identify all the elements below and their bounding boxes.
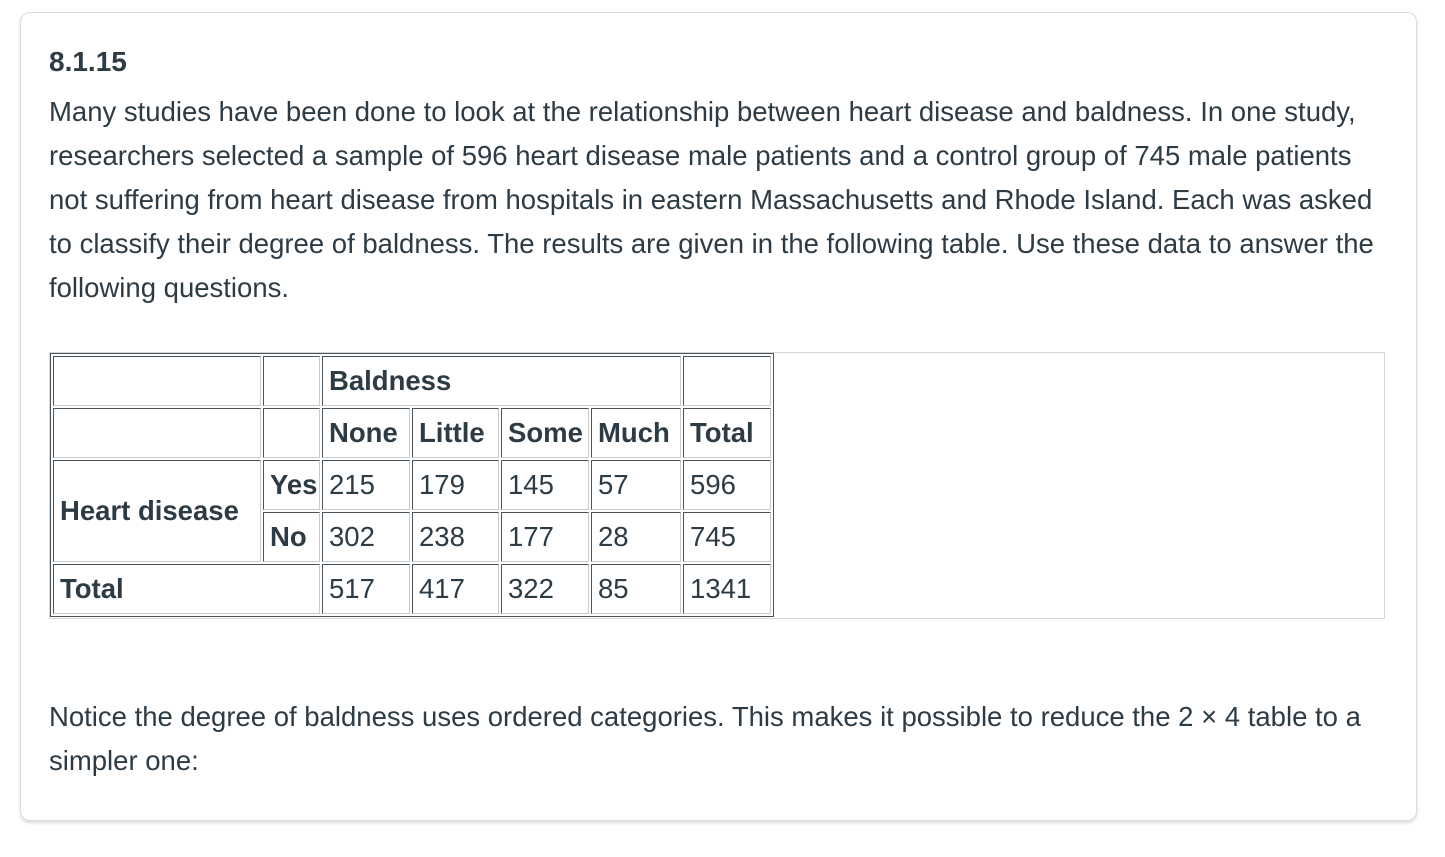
cell-total-some: 322 [501,564,589,614]
cell-yes-little: 179 [412,460,499,510]
problem-id: 8.1.15 [49,46,127,77]
column-header-little: Little [412,408,499,458]
empty-cell [263,408,320,458]
cell-total-grand: 1341 [683,564,772,614]
cell-no-much: 28 [591,512,682,562]
empty-cell [263,356,320,406]
column-header-some: Some [501,408,589,458]
total-row-label: Total [53,564,320,614]
table-row-no: No 302 238 177 28 745 [53,512,772,562]
row-label-no: No [263,512,320,562]
cell-no-none: 302 [322,512,410,562]
cell-yes-total: 596 [683,460,772,510]
cell-total-little: 417 [412,564,499,614]
table-row-column-headers: None Little Some Much Total [53,408,772,458]
empty-cell [53,356,261,406]
cell-yes-none: 215 [322,460,410,510]
cell-yes-some: 145 [501,460,589,510]
notice-paragraph: Notice the degree of baldness uses order… [49,701,1361,776]
row-group-label: Heart disease [53,460,261,562]
baldness-group-header: Baldness [322,356,682,406]
column-header-much: Much [591,408,682,458]
table-wrapper: Baldness None Little Some Much Total Hea… [49,352,1385,619]
cell-yes-much: 57 [591,460,682,510]
empty-cell [683,356,772,406]
column-header-total: Total [683,408,772,458]
intro-paragraph: Many studies have been done to look at t… [49,96,1374,303]
table-row-total: Total 517 417 322 85 1341 [53,564,772,614]
problem-card: 8.1.15 Many studies have been done to lo… [20,12,1417,821]
baldness-table: Baldness None Little Some Much Total Hea… [50,353,775,617]
cell-no-little: 238 [412,512,499,562]
cell-no-some: 177 [501,512,589,562]
table-row-yes: Heart disease Yes 215 179 145 57 596 [53,460,772,562]
row-label-yes: Yes [263,460,320,510]
empty-cell [53,408,261,458]
cell-total-much: 85 [591,564,682,614]
cell-no-total: 745 [683,512,772,562]
table-row-group-header: Baldness [53,356,772,406]
cell-total-none: 517 [322,564,410,614]
column-header-none: None [322,408,410,458]
